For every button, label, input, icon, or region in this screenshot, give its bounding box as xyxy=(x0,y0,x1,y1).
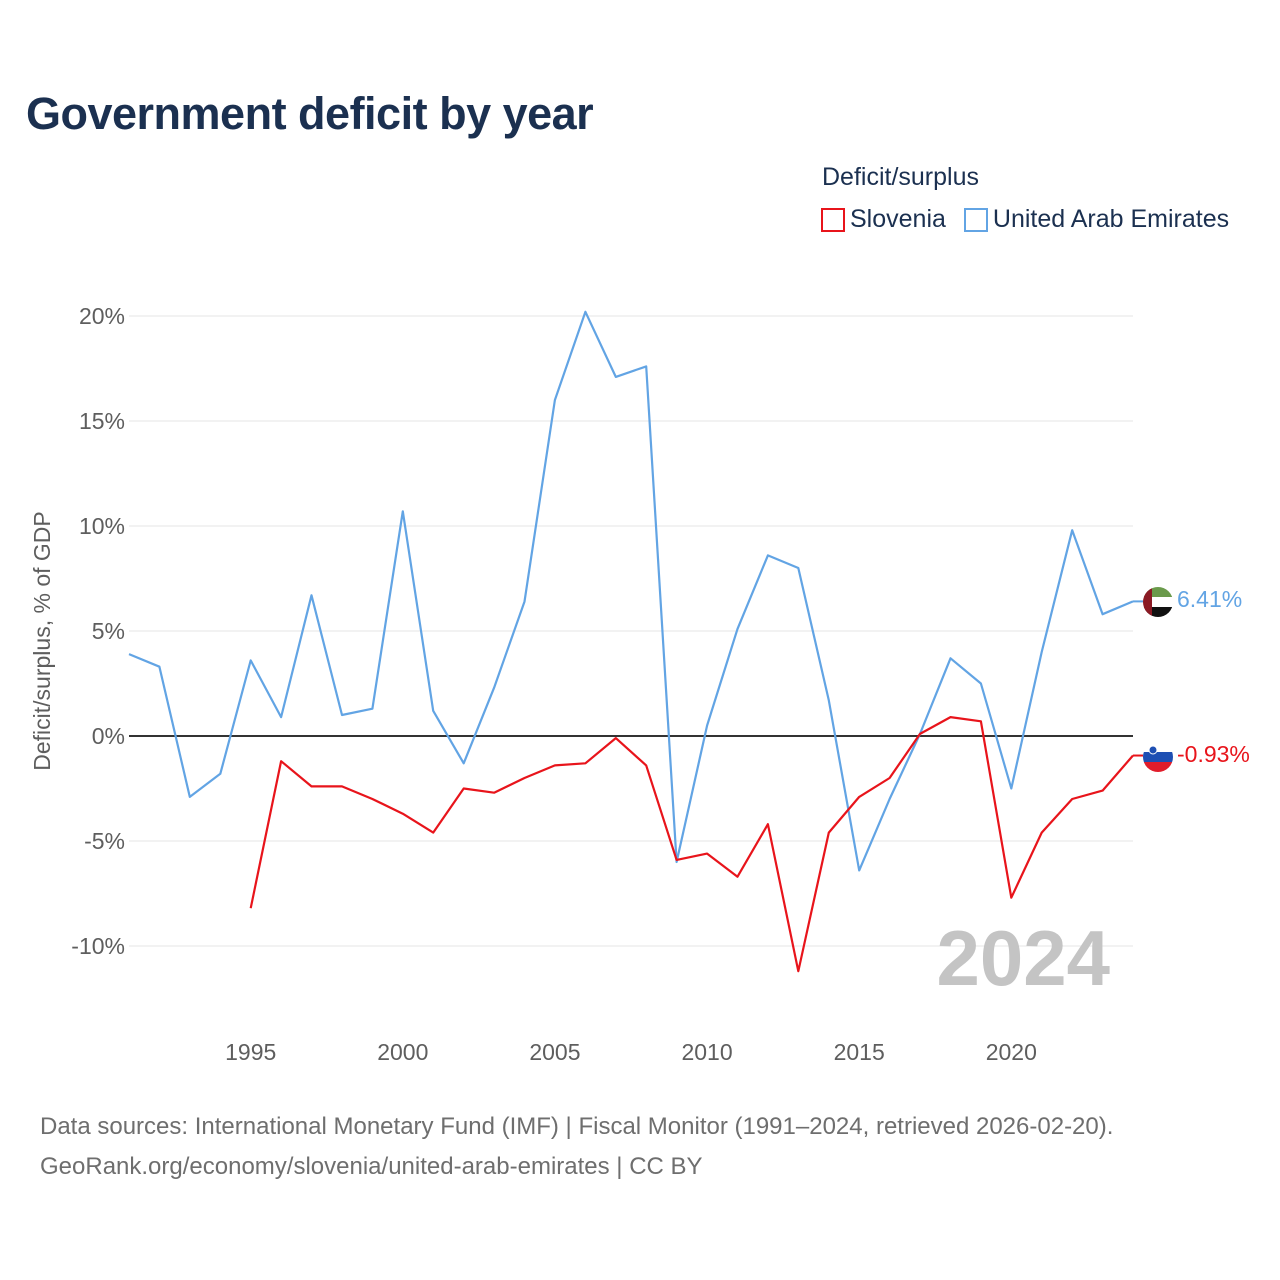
x-tick-label: 2020 xyxy=(986,1039,1037,1065)
y-tick-label: -5% xyxy=(84,828,125,854)
x-tick-label: 1995 xyxy=(225,1039,276,1065)
y-tick-label: 0% xyxy=(92,723,125,749)
year-watermark: 2024 xyxy=(936,914,1110,1002)
x-tick-label: 2000 xyxy=(377,1039,428,1065)
legend-item-uae[interactable]: United Arab Emirates xyxy=(963,205,1230,234)
y-tick-label: -10% xyxy=(71,933,125,959)
legend-swatch-slovenia xyxy=(821,207,845,232)
legend-item-slovenia[interactable]: Slovenia xyxy=(821,205,946,234)
end-label-uae: 6.41% xyxy=(1177,586,1242,612)
x-tick-label: 2015 xyxy=(834,1039,885,1065)
y-tick-label: 20% xyxy=(79,303,125,329)
y-tick-label: 15% xyxy=(79,408,125,434)
y-tick-labels: 20% 15% 10% 5% 0% -5% -10% xyxy=(71,303,125,959)
footer-source: Data sources: International Monetary Fun… xyxy=(40,1113,1114,1140)
legend: Slovenia United Arab Emirates xyxy=(821,205,1247,234)
uae-flag-icon xyxy=(1143,587,1173,617)
end-label-slovenia: -0.93% xyxy=(1177,741,1250,767)
y-tick-label: 5% xyxy=(92,618,125,644)
y-tick-label: 10% xyxy=(79,513,125,539)
gridlines xyxy=(129,315,1133,947)
x-tick-label: 2005 xyxy=(529,1039,580,1065)
legend-title: Deficit/surplus xyxy=(822,163,979,191)
legend-label-uae: United Arab Emirates xyxy=(992,205,1230,233)
legend-swatch-uae xyxy=(963,207,988,232)
footer: Data sources: International Monetary Fun… xyxy=(40,1107,1113,1187)
footer-url: GeoRank.org/economy/slovenia/united-arab… xyxy=(40,1153,703,1180)
series-line-united-arab-emirates[interactable] xyxy=(128,310,1134,872)
y-axis-label: Deficit/surplus, % of GDP xyxy=(29,511,55,770)
x-tick-label: 2010 xyxy=(681,1039,732,1065)
x-tick-labels: 1995 2000 2005 2010 2015 2020 xyxy=(225,1039,1037,1065)
series-line-slovenia[interactable] xyxy=(249,715,1134,973)
legend-label-slovenia: Slovenia xyxy=(850,205,946,233)
series-lines xyxy=(128,310,1143,973)
chart-title: Government deficit by year xyxy=(26,88,594,139)
slovenia-flag-icon xyxy=(1143,742,1173,772)
